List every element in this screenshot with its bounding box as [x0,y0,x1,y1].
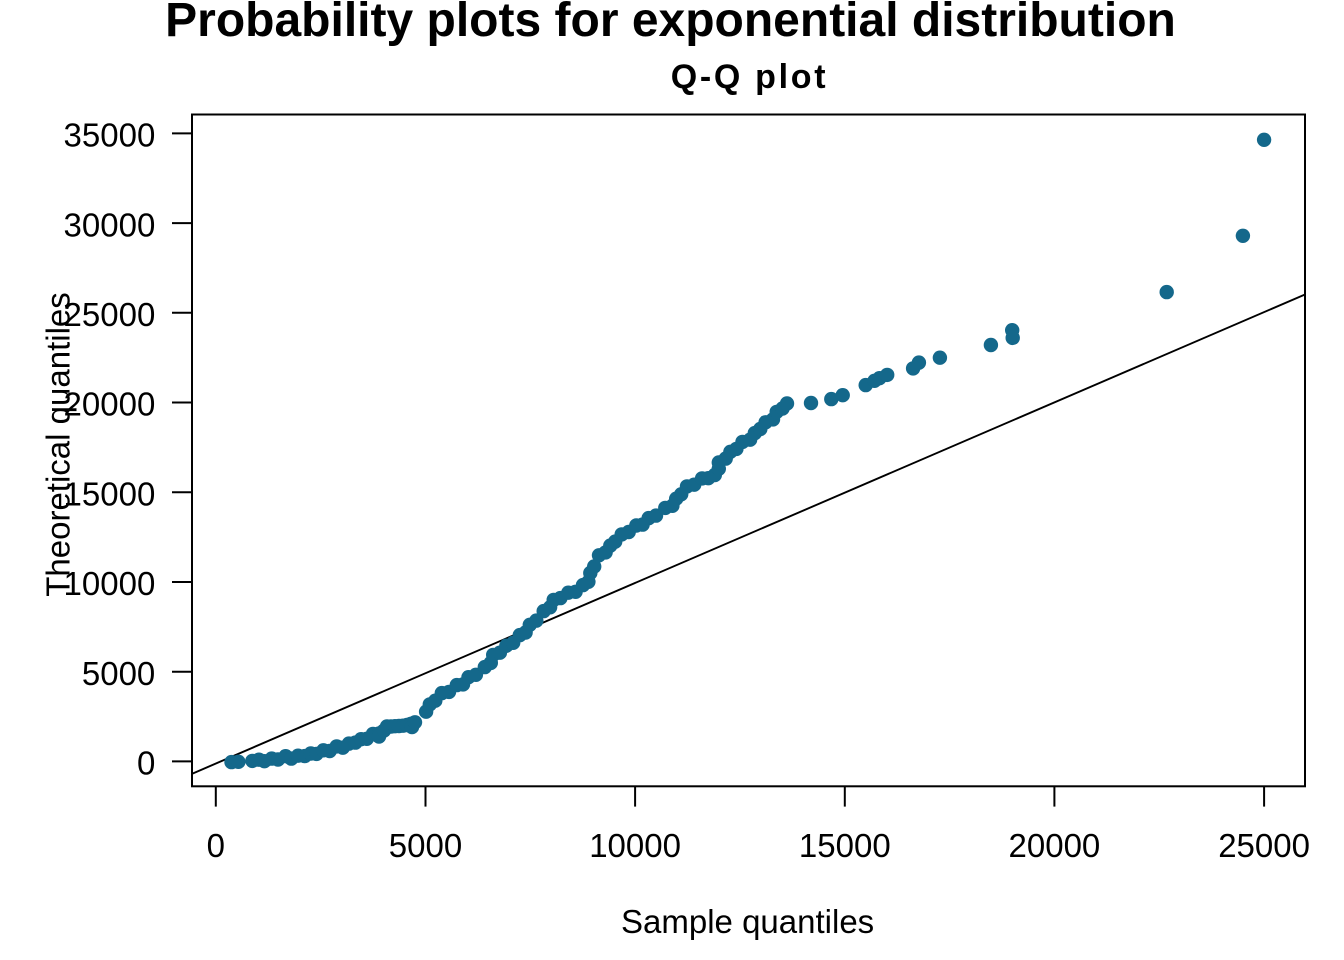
svg-text:10000: 10000 [589,827,681,864]
svg-text:0: 0 [207,827,225,864]
svg-text:Theoretical quantiles: Theoretical quantiles [39,292,76,597]
svg-text:Probability plots for exponent: Probability plots for exponential distri… [165,0,1176,47]
svg-text:25000: 25000 [64,296,156,333]
svg-text:30000: 30000 [64,206,156,243]
svg-text:20000: 20000 [1009,827,1101,864]
svg-text:5000: 5000 [389,827,462,864]
svg-text:0: 0 [137,745,155,782]
svg-text:15000: 15000 [799,827,891,864]
svg-text:20000: 20000 [64,386,156,423]
svg-text:25000: 25000 [1218,827,1310,864]
svg-text:Sample quantiles: Sample quantiles [621,903,874,940]
svg-text:Q-Q plot: Q-Q plot [671,58,829,96]
svg-text:35000: 35000 [64,117,156,154]
svg-text:15000: 15000 [64,475,156,512]
svg-text:10000: 10000 [64,565,156,602]
svg-text:5000: 5000 [82,655,155,692]
